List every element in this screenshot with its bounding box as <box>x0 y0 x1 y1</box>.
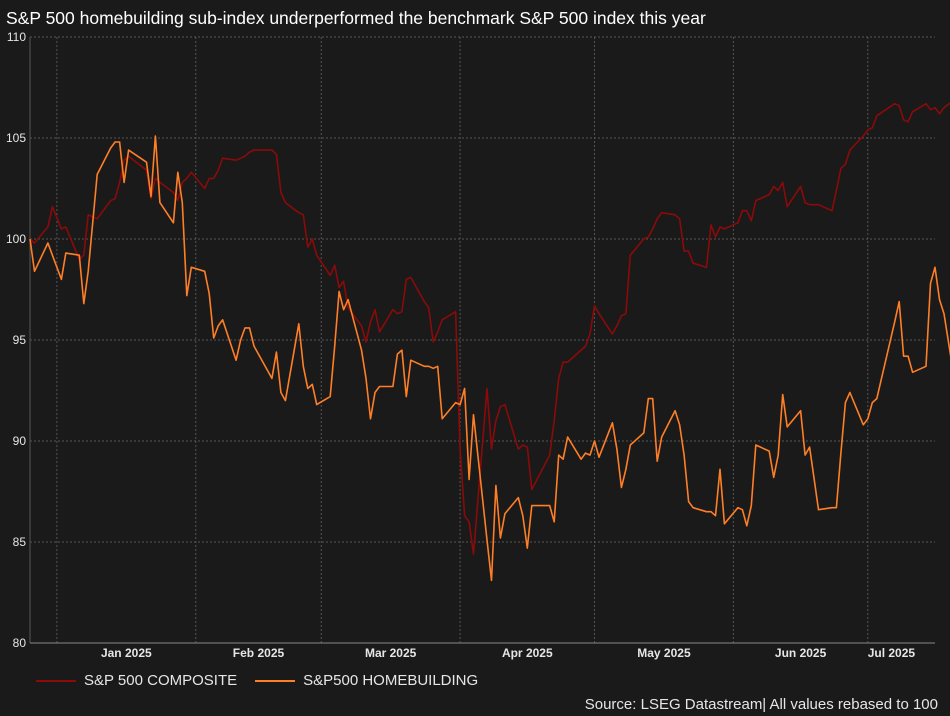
series-line-composite <box>29 102 950 555</box>
legend-swatch-homebuilding <box>255 679 296 682</box>
x-tick-label: Mar 2025 <box>365 646 417 660</box>
legend: S&P 500 COMPOSITE S&P500 HOMEBUILDING <box>36 672 496 689</box>
legend-item-homebuilding: S&P500 HOMEBUILDING <box>255 672 478 689</box>
chart-title: S&P 500 homebuilding sub-index underperf… <box>6 8 706 28</box>
x-tick-label: Apr 2025 <box>502 646 553 660</box>
legend-swatch-composite <box>36 679 76 682</box>
x-tick-label: May 2025 <box>637 646 691 660</box>
series-line-homebuilding <box>29 135 950 582</box>
legend-item-composite: S&P 500 COMPOSITE <box>36 672 237 689</box>
source-note: Source: LSEG Datastream| All values reba… <box>584 696 938 713</box>
y-tick-label: 80 <box>13 636 27 650</box>
legend-label-composite: S&P 500 COMPOSITE <box>84 672 238 689</box>
grid <box>30 36 935 644</box>
x-tick-label: Jan 2025 <box>101 646 152 660</box>
x-tick-label: Feb 2025 <box>233 646 285 660</box>
y-tick-label: 110 <box>7 30 26 44</box>
legend-label-homebuilding: S&P500 HOMEBUILDING <box>303 672 479 689</box>
y-tick-label: 90 <box>13 434 27 448</box>
axes: 80 85 90 95 100 105 110 Jan 2025 Feb 2025 Mar 202… <box>6 30 935 660</box>
x-tick-label: Jun 2025 <box>775 646 827 660</box>
y-tick-label: 85 <box>13 535 27 549</box>
y-tick-label: 100 <box>6 232 26 246</box>
x-tick-label: Jul 2025 <box>868 646 916 660</box>
y-tick-label: 105 <box>6 131 26 145</box>
y-tick-label: 95 <box>13 333 27 347</box>
series-lines <box>29 102 950 582</box>
